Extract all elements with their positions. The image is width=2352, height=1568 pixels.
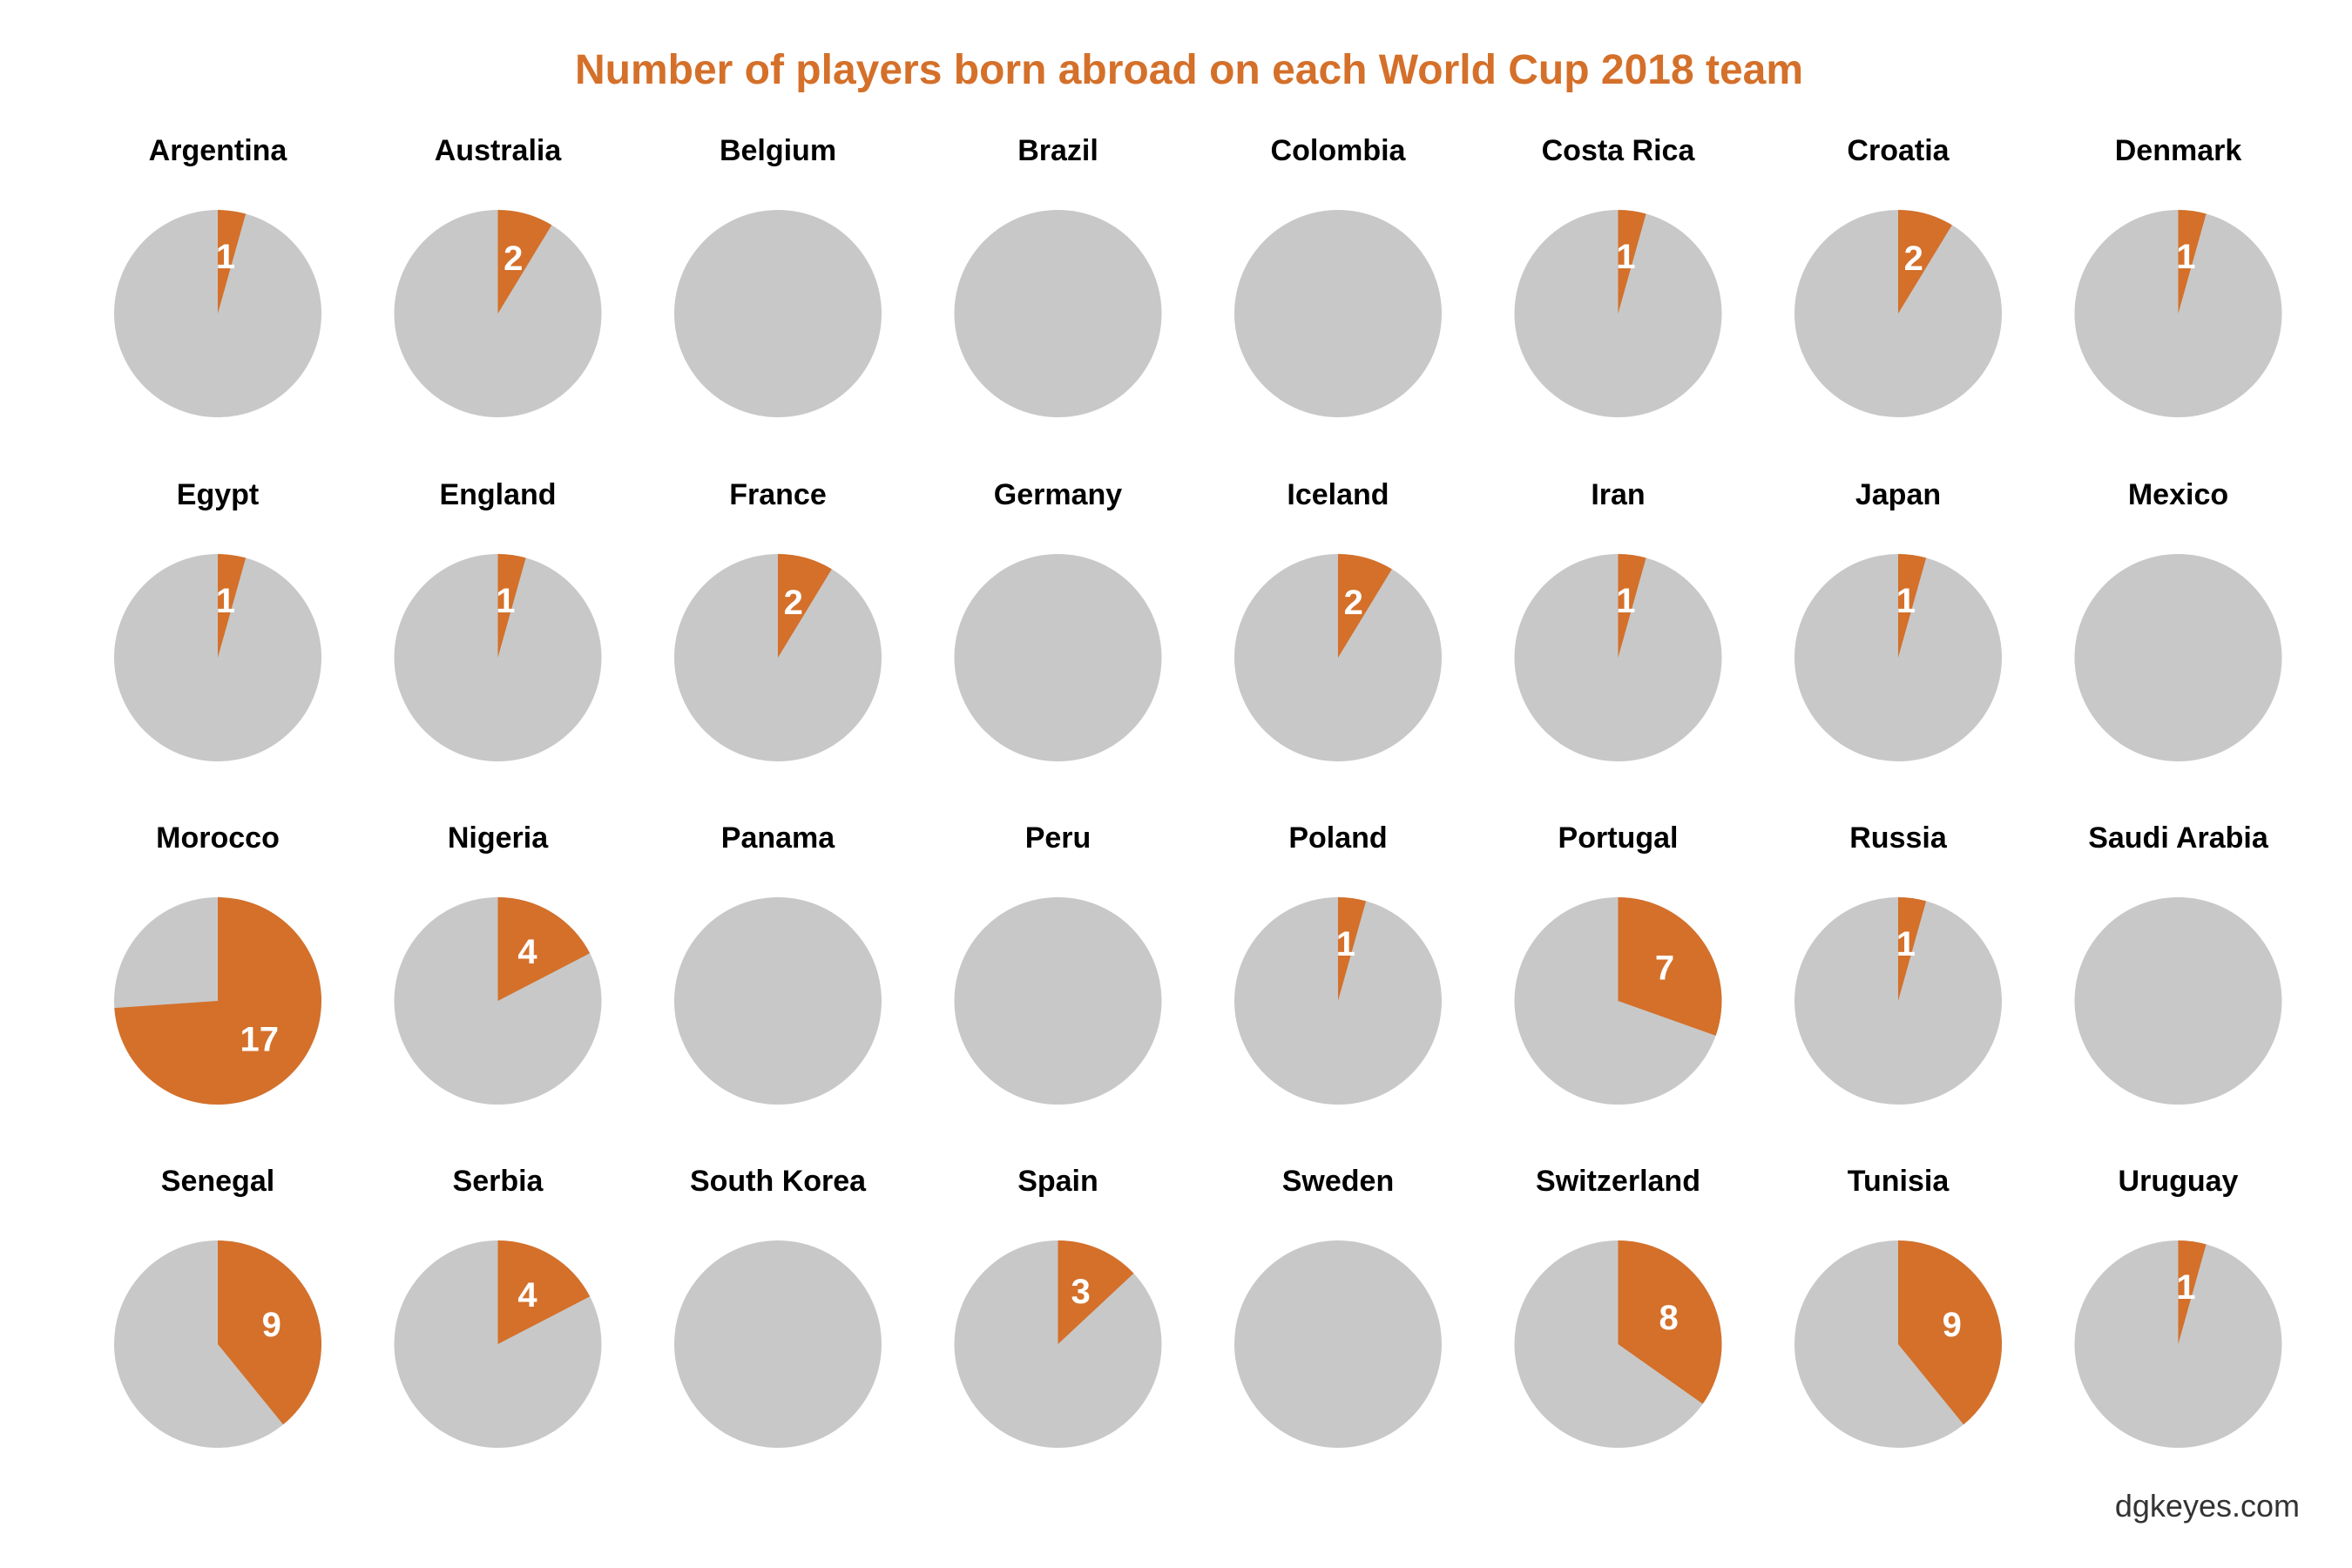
value-label-england: 1 [496, 582, 515, 620]
pie-base-mexico [2074, 554, 2282, 761]
pie-slice-denmark [2178, 210, 2207, 314]
value-label-spain: 3 [1071, 1273, 1090, 1311]
team-label-france: France [729, 478, 827, 511]
team-label-south-korea: South Korea [690, 1165, 867, 1198]
team-label-uruguay: Uruguay [2119, 1165, 2239, 1198]
pie-base-panama [674, 897, 882, 1105]
team-label-costa-rica: Costa Rica [1542, 134, 1696, 167]
pie-base-south-korea [674, 1240, 882, 1448]
team-label-peru: Peru [1025, 821, 1092, 855]
team-label-saudi-arabia: Saudi Arabia [2088, 821, 2269, 855]
pie-base-sweden [1234, 1240, 1442, 1448]
team-label-spain: Spain [1017, 1165, 1098, 1198]
pie-slice-iceland [1338, 554, 1392, 658]
team-label-iceland: Iceland [1287, 478, 1389, 511]
team-label-colombia: Colombia [1271, 134, 1407, 167]
value-label-uruguay: 1 [2176, 1268, 2195, 1307]
pie-slice-egypt [218, 554, 247, 658]
value-label-japan: 1 [1896, 582, 1916, 620]
team-label-serbia: Serbia [453, 1165, 544, 1198]
pie-base-colombia [1234, 210, 1442, 417]
pie-slice-serbia [497, 1240, 591, 1344]
team-label-england: England [439, 478, 556, 511]
value-label-tunisia: 9 [1943, 1306, 1962, 1344]
value-label-nigeria: 4 [517, 933, 537, 971]
value-label-france: 2 [784, 584, 803, 622]
team-label-denmark: Denmark [2115, 134, 2242, 167]
pie-slice-switzerland [1618, 1240, 1722, 1404]
team-label-belgium: Belgium [720, 134, 836, 167]
pie-base-belgium [674, 210, 882, 417]
value-label-egypt: 1 [216, 582, 235, 620]
value-label-russia: 1 [1896, 925, 1916, 963]
team-label-croatia: Croatia [1847, 134, 1950, 167]
pie-base-brazil [954, 210, 1162, 417]
pie-base-peru [954, 897, 1162, 1105]
pie-slice-morocco [114, 897, 322, 1105]
team-panels: Argentina 1 Australia 2 Belgium Brazil Colombi… [114, 134, 2282, 1448]
value-label-denmark: 1 [2176, 238, 2195, 276]
value-label-poland: 1 [1336, 925, 1355, 963]
team-label-russia: Russia [1849, 821, 1948, 855]
chart-title: Number of players born abroad on each Wo… [575, 47, 1803, 93]
team-label-senegal: Senegal [161, 1165, 274, 1198]
team-label-iran: Iran [1591, 478, 1645, 511]
team-label-germany: Germany [994, 478, 1122, 511]
pie-slice-croatia [1898, 210, 1952, 314]
team-label-portugal: Portugal [1558, 821, 1679, 855]
value-label-argentina: 1 [216, 238, 235, 276]
value-label-iceland: 2 [1344, 584, 1363, 622]
pie-slice-portugal [1618, 897, 1722, 1036]
team-label-switzerland: Switzerland [1536, 1165, 1700, 1198]
pie-slice-australia [497, 210, 552, 314]
team-label-poland: Poland [1288, 821, 1387, 855]
team-label-morocco: Morocco [156, 821, 280, 855]
value-label-costa-rica: 1 [1616, 238, 1635, 276]
pie-slice-tunisia [1898, 1240, 2003, 1425]
pie-slice-russia [1898, 897, 1927, 1001]
pie-slice-france [778, 554, 832, 658]
pie-slice-iran [1618, 554, 1646, 658]
team-label-argentina: Argentina [149, 134, 288, 167]
pie-slice-senegal [218, 1240, 322, 1425]
value-label-portugal: 7 [1655, 949, 1674, 987]
value-label-croatia: 2 [1904, 240, 1923, 278]
pie-slice-argentina [218, 210, 247, 314]
value-label-morocco: 17 [240, 1021, 280, 1059]
team-label-egypt: Egypt [177, 478, 259, 511]
team-label-australia: Australia [435, 134, 563, 167]
pie-base-germany [954, 554, 1162, 761]
team-label-tunisia: Tunisia [1848, 1165, 1950, 1198]
pie-slice-japan [1898, 554, 1927, 658]
pie-slice-spain [1058, 1240, 1134, 1344]
value-label-switzerland: 8 [1659, 1299, 1678, 1337]
team-label-mexico: Mexico [2128, 478, 2228, 511]
pie-slice-costa-rica [1618, 210, 1646, 314]
pie-base-saudi-arabia [2074, 897, 2282, 1105]
value-label-australia: 2 [504, 240, 523, 278]
credit-text: dgkeyes.com [2115, 1488, 2300, 1524]
team-label-brazil: Brazil [1017, 134, 1098, 167]
team-label-panama: Panama [721, 821, 835, 855]
value-label-serbia: 4 [517, 1276, 537, 1315]
value-label-senegal: 9 [262, 1306, 281, 1344]
pie-slice-nigeria [497, 897, 591, 1001]
team-label-nigeria: Nigeria [448, 821, 549, 855]
pie-slice-poland [1338, 897, 1367, 1001]
team-label-sweden: Sweden [1282, 1165, 1394, 1198]
team-label-japan: Japan [1855, 478, 1941, 511]
pie-slice-uruguay [2178, 1240, 2207, 1344]
pie-slice-england [497, 554, 526, 658]
value-label-iran: 1 [1616, 582, 1635, 620]
